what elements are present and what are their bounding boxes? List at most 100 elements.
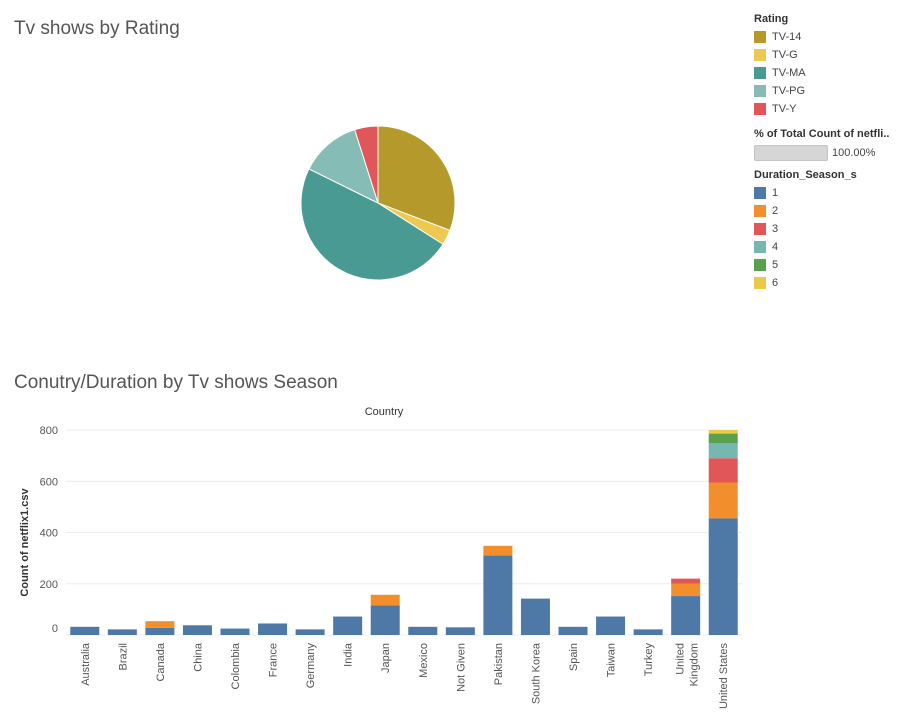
rating-legend-item[interactable]: TV-MA bbox=[754, 64, 806, 82]
season-legend-swatch bbox=[754, 259, 766, 271]
pie-chart[interactable] bbox=[290, 115, 470, 295]
x-tick-label: Colombia bbox=[230, 642, 242, 689]
x-tick-label: Turkey bbox=[643, 643, 655, 677]
season-legend-swatch bbox=[754, 223, 766, 235]
bar-segment[interactable] bbox=[220, 628, 250, 635]
bar-segment[interactable] bbox=[671, 578, 701, 584]
bar-segment[interactable] bbox=[520, 598, 550, 635]
season-legend-label: 5 bbox=[772, 259, 779, 271]
season-legend-item[interactable]: 1 bbox=[754, 184, 857, 202]
bar-segment[interactable] bbox=[708, 482, 738, 519]
season-legend-item[interactable]: 6 bbox=[754, 274, 857, 292]
season-legend-item[interactable]: 5 bbox=[754, 256, 857, 274]
bar-segment[interactable] bbox=[258, 623, 288, 635]
bar-segment[interactable] bbox=[145, 627, 175, 635]
rating-legend-item[interactable]: TV-14 bbox=[754, 28, 806, 46]
bar-segment[interactable] bbox=[633, 629, 663, 635]
x-tick-label: Brazil bbox=[117, 643, 129, 671]
x-tick-label: Germany bbox=[305, 643, 317, 689]
rating-legend-swatch bbox=[754, 49, 766, 61]
season-legend-swatch bbox=[754, 277, 766, 289]
bar-segment[interactable] bbox=[370, 594, 400, 606]
bar-segment[interactable] bbox=[671, 583, 701, 597]
rating-legend-label: TV-Y bbox=[772, 103, 797, 115]
bar-segment[interactable] bbox=[408, 626, 438, 635]
x-tick-label: Japan bbox=[380, 643, 392, 673]
rating-legend-label: TV-G bbox=[772, 49, 798, 61]
size-legend-value: 100.00% bbox=[832, 147, 876, 159]
y-tick-label: 200 bbox=[40, 579, 58, 591]
rating-legend-item[interactable]: TV-Y bbox=[754, 100, 806, 118]
bar-segment[interactable] bbox=[708, 430, 738, 434]
rating-legend-swatch bbox=[754, 103, 766, 115]
rating-legend-swatch bbox=[754, 85, 766, 97]
bar-segment[interactable] bbox=[445, 627, 475, 635]
y-axis-title: Count of netflix1.csv bbox=[19, 488, 31, 597]
season-legend[interactable]: Duration_Season_s 1 2 3 4 5 6 bbox=[754, 169, 857, 292]
rating-legend-swatch bbox=[754, 31, 766, 43]
bar-segment[interactable] bbox=[708, 518, 738, 635]
pie-slice-tv-14[interactable] bbox=[377, 125, 456, 232]
x-tick-label: Mexico bbox=[418, 643, 430, 678]
rating-legend-label: TV-14 bbox=[772, 31, 802, 43]
rating-legend-item[interactable]: TV-PG bbox=[754, 82, 806, 100]
bar-chart-title: Conutry/Duration by Tv shows Season bbox=[14, 372, 338, 393]
season-legend-label: 2 bbox=[772, 205, 779, 217]
bar-segment[interactable] bbox=[182, 625, 212, 635]
x-axis-title: Country bbox=[365, 406, 404, 418]
rating-legend-item[interactable]: TV-G bbox=[754, 46, 806, 64]
bar-segment[interactable] bbox=[107, 629, 137, 635]
bar-segment[interactable] bbox=[708, 443, 738, 459]
y-tick-label: 600 bbox=[40, 476, 58, 488]
bar-segment[interactable] bbox=[708, 433, 738, 444]
season-legend-title: Duration_Season_s bbox=[754, 169, 857, 181]
pie-chart-title: Tv shows by Rating bbox=[14, 18, 180, 39]
x-tick-label: India bbox=[343, 642, 355, 667]
x-tick-label: Australia bbox=[80, 642, 92, 686]
bar-chart[interactable]: Country Count of netflix1.csv 0 200 400 600 80… bbox=[0, 400, 900, 720]
x-tick-label: France bbox=[268, 643, 280, 677]
rating-legend[interactable]: Rating TV-14 TV-G TV-MA TV-PG TV-Y bbox=[754, 13, 806, 118]
bar-segment[interactable] bbox=[671, 596, 701, 635]
season-legend-item[interactable]: 2 bbox=[754, 202, 857, 220]
bar-segment[interactable] bbox=[483, 545, 513, 556]
bar-segment[interactable] bbox=[333, 616, 363, 635]
season-legend-item[interactable]: 3 bbox=[754, 220, 857, 238]
season-legend-label: 1 bbox=[772, 187, 779, 199]
rating-legend-label: TV-MA bbox=[772, 67, 806, 79]
season-legend-label: 4 bbox=[772, 241, 779, 253]
rating-legend-title: Rating bbox=[754, 13, 789, 25]
bar-segment[interactable] bbox=[70, 626, 100, 635]
size-legend-bar bbox=[754, 145, 828, 161]
rating-legend-label: TV-PG bbox=[772, 85, 806, 97]
rating-legend-swatch bbox=[754, 67, 766, 79]
x-tick-label: China bbox=[192, 642, 204, 672]
bar-segment[interactable] bbox=[370, 605, 400, 635]
bar-segment[interactable] bbox=[596, 616, 626, 635]
x-tick-label: Not Given bbox=[455, 643, 467, 692]
size-legend[interactable]: % of Total Count of netfli.. 100.00% bbox=[754, 128, 889, 161]
y-tick-label: 400 bbox=[40, 528, 58, 540]
season-legend-swatch bbox=[754, 187, 766, 199]
x-tick-label: South Korea bbox=[530, 642, 542, 704]
x-tick-label: Taiwan bbox=[606, 643, 618, 677]
season-legend-label: 6 bbox=[772, 277, 779, 289]
x-tick-label: United Kingdom bbox=[675, 643, 701, 686]
pie-slice-tv-ma[interactable] bbox=[300, 168, 444, 281]
x-tick-label: Canada bbox=[155, 642, 167, 681]
pie-slice-tv-y[interactable] bbox=[354, 125, 379, 204]
bar-segment[interactable] bbox=[483, 555, 513, 635]
x-tick-label: United States bbox=[718, 643, 730, 710]
season-legend-swatch bbox=[754, 241, 766, 253]
pie-slice-tv-pg[interactable] bbox=[308, 128, 379, 204]
bar-segment[interactable] bbox=[145, 621, 175, 628]
bar-segment[interactable] bbox=[295, 629, 325, 635]
season-legend-item[interactable]: 4 bbox=[754, 238, 857, 256]
bar-segment[interactable] bbox=[708, 458, 738, 483]
bar-segment[interactable] bbox=[558, 626, 588, 635]
y-tick-label: 0 bbox=[52, 623, 58, 635]
size-legend-title: % of Total Count of netfli.. bbox=[754, 128, 890, 140]
x-tick-label: Spain bbox=[568, 643, 580, 671]
x-tick-label: Pakistan bbox=[493, 643, 505, 685]
season-legend-label: 3 bbox=[772, 223, 779, 235]
